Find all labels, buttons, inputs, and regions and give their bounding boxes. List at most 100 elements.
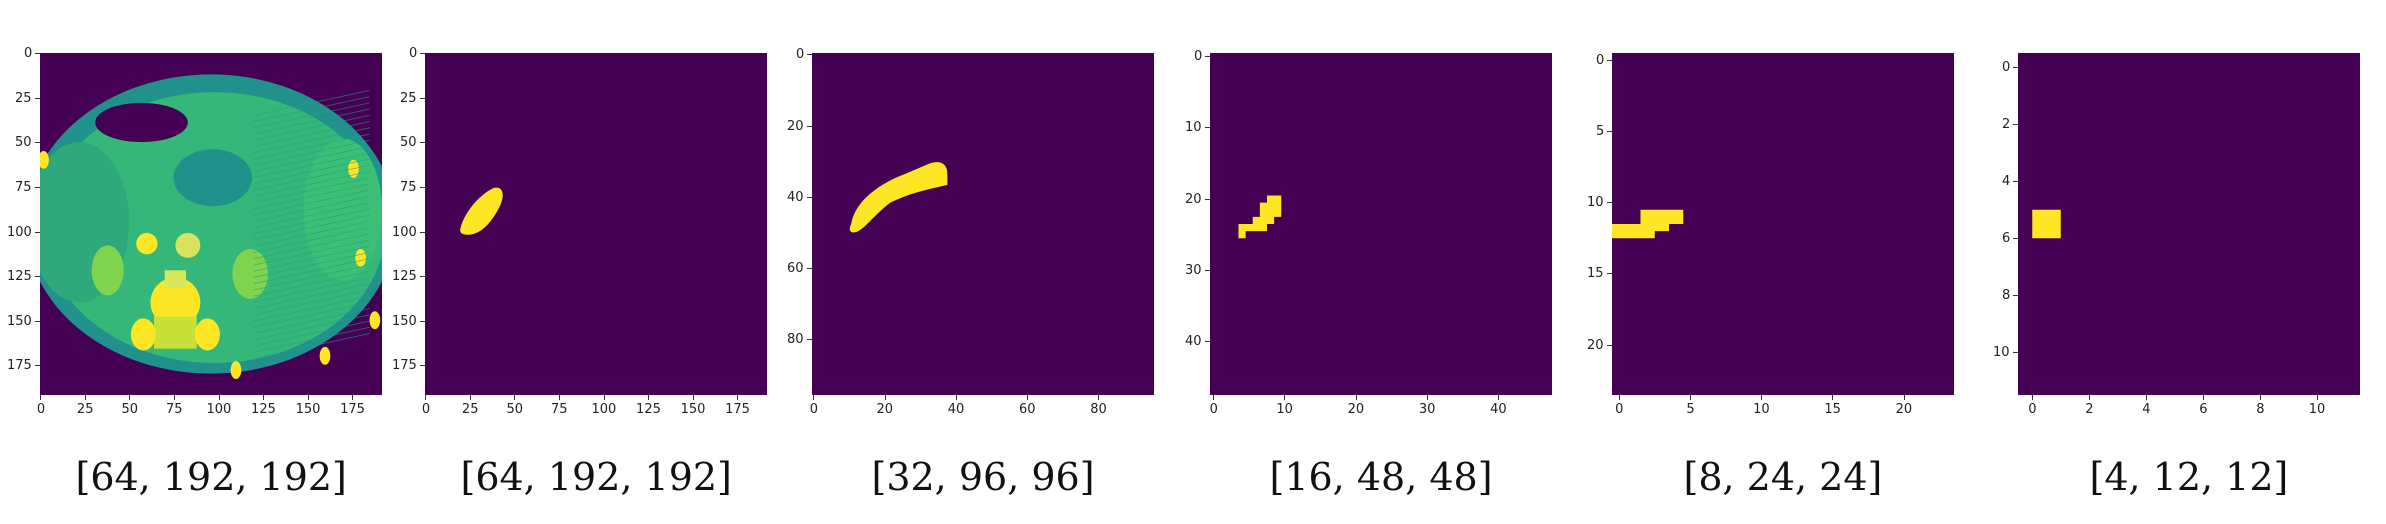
x-tick-mark xyxy=(884,395,886,400)
x-tick-mark xyxy=(129,395,131,400)
x-tick-label: 0 xyxy=(1615,402,1624,417)
x-tick-mark xyxy=(648,395,650,400)
x-tick-mark xyxy=(1832,395,1834,400)
x-tick-label: 10 xyxy=(2308,402,2326,417)
x-tick-label: 6 xyxy=(2199,402,2208,417)
shape-caption: [8, 24, 24] xyxy=(1683,455,1883,499)
y-tick-mark xyxy=(2013,237,2018,239)
x-tick-label: 80 xyxy=(1090,402,1107,417)
x-tick-mark xyxy=(263,395,265,400)
x-tick-mark xyxy=(1426,395,1428,400)
y-tick-mark xyxy=(35,231,40,233)
y-tick-label: 0 xyxy=(796,47,805,63)
x-tick-mark xyxy=(955,395,957,400)
y-tick-mark xyxy=(1205,341,1210,343)
y-tick-label: 175 xyxy=(7,358,32,374)
x-tick-label: 100 xyxy=(591,402,617,417)
y-tick-label: 100 xyxy=(392,224,417,240)
shape-caption: [64, 192, 192] xyxy=(460,455,732,499)
y-tick-mark xyxy=(2013,66,2018,68)
y-tick-label: 8 xyxy=(2002,287,2011,303)
ct-slice-image xyxy=(40,53,382,395)
y-tick-mark xyxy=(420,276,425,278)
x-tick-label: 30 xyxy=(1418,402,1436,417)
x-tick-label: 0 xyxy=(809,402,819,417)
y-tick-mark xyxy=(35,276,40,278)
y-tick-mark xyxy=(1607,273,1612,275)
x-tick-mark xyxy=(2202,395,2204,400)
y-tick-mark xyxy=(1607,344,1612,346)
y-tick-label: 150 xyxy=(392,313,417,329)
x-tick-mark xyxy=(425,395,427,400)
y-tick-mark xyxy=(420,365,425,367)
y-tick-mark xyxy=(420,231,425,233)
x-tick-label: 50 xyxy=(506,402,523,417)
y-tick-label: 40 xyxy=(1185,334,1202,350)
y-tick-mark xyxy=(1607,130,1612,132)
x-tick-label: 10 xyxy=(1753,402,1770,417)
x-tick-mark xyxy=(603,395,605,400)
y-tick-label: 50 xyxy=(400,135,417,151)
y-tick-label: 20 xyxy=(787,118,804,134)
x-tick-mark xyxy=(2145,395,2147,400)
x-tick-label: 10 xyxy=(1276,402,1293,417)
y-tick-mark xyxy=(807,196,812,198)
y-tick-label: 0 xyxy=(409,46,418,62)
x-tick-label: 0 xyxy=(2028,402,2037,417)
x-tick-mark xyxy=(307,395,309,400)
x-tick-label: 125 xyxy=(636,402,661,417)
y-tick-label: 125 xyxy=(392,269,417,285)
segmentation-mask-image xyxy=(1612,53,1954,395)
x-tick-label: 175 xyxy=(340,402,365,417)
x-tick-mark xyxy=(2259,395,2261,400)
y-tick-label: 30 xyxy=(1185,262,1202,278)
x-tick-label: 2 xyxy=(2085,402,2094,417)
shape-caption: [32, 96, 96] xyxy=(871,455,1095,499)
y-tick-mark xyxy=(807,268,812,270)
x-tick-label: 0 xyxy=(36,402,46,417)
x-tick-label: 40 xyxy=(1490,402,1507,417)
y-tick-mark xyxy=(1205,56,1210,58)
x-tick-mark xyxy=(692,395,694,400)
x-tick-label: 8 xyxy=(2256,402,2265,417)
y-tick-label: 75 xyxy=(400,179,417,195)
segmentation-mask-image xyxy=(1210,53,1552,395)
y-tick-label: 50 xyxy=(15,135,32,151)
x-tick-label: 150 xyxy=(295,402,321,417)
shape-caption: [64, 192, 192] xyxy=(75,455,347,499)
y-tick-label: 125 xyxy=(7,269,32,285)
y-tick-label: 60 xyxy=(787,261,804,277)
x-tick-label: 125 xyxy=(251,402,276,417)
y-tick-mark xyxy=(2013,294,2018,296)
y-tick-mark xyxy=(420,320,425,322)
y-tick-label: 10 xyxy=(1993,344,2010,360)
y-tick-mark xyxy=(35,142,40,144)
x-tick-label: 25 xyxy=(76,402,94,417)
y-tick-mark xyxy=(2013,351,2018,353)
x-tick-mark xyxy=(1689,395,1691,400)
y-tick-mark xyxy=(2013,123,2018,125)
y-tick-mark xyxy=(1205,127,1210,129)
x-tick-mark xyxy=(173,395,175,400)
x-tick-label: 75 xyxy=(550,402,568,417)
segmentation-mask-image xyxy=(425,53,767,395)
x-tick-mark xyxy=(1284,395,1286,400)
y-tick-label: 20 xyxy=(1587,337,1604,353)
x-tick-mark xyxy=(737,395,739,400)
y-tick-mark xyxy=(420,53,425,55)
x-tick-mark xyxy=(1761,395,1763,400)
y-tick-mark xyxy=(1205,269,1210,271)
x-tick-mark xyxy=(1498,395,1500,400)
segmentation-mask-image xyxy=(812,53,1154,395)
y-tick-mark xyxy=(35,97,40,99)
x-tick-mark xyxy=(352,395,354,400)
y-tick-label: 0 xyxy=(1194,49,1203,65)
y-tick-mark xyxy=(1607,59,1612,61)
y-tick-label: 150 xyxy=(7,313,32,329)
x-tick-mark xyxy=(1355,395,1357,400)
x-tick-mark xyxy=(469,395,471,400)
y-tick-mark xyxy=(35,320,40,322)
y-tick-label: 0 xyxy=(24,46,33,62)
x-tick-label: 40 xyxy=(947,402,965,417)
x-tick-mark xyxy=(2088,395,2090,400)
